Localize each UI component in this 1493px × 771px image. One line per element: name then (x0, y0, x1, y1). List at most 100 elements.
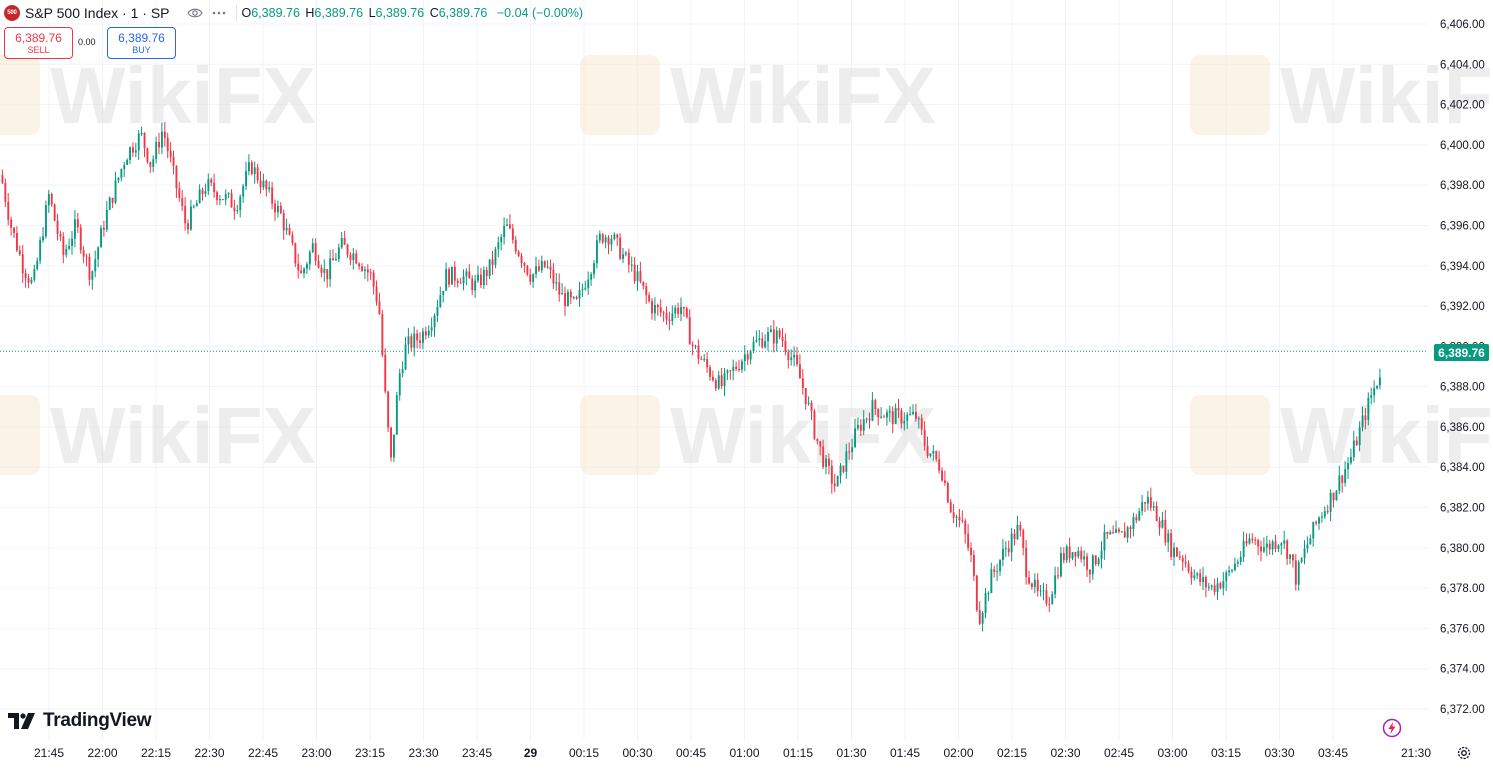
candle-body (1352, 440, 1355, 458)
candle-body (1036, 579, 1039, 591)
candle-body (1164, 519, 1167, 543)
candle-body (242, 186, 245, 197)
candle-body (758, 338, 761, 341)
tradingview-logo[interactable]: TradingView (8, 710, 152, 732)
candle-body (1254, 539, 1257, 541)
candle-body (1181, 557, 1184, 562)
x-tick-label: 23:45 (462, 746, 492, 760)
y-tick-label: 6,394.00 (1440, 261, 1485, 273)
candle-body (152, 159, 155, 167)
candle-body (546, 266, 549, 268)
candle-body (343, 238, 346, 245)
candle-body (735, 366, 738, 369)
candle-body (253, 167, 256, 175)
candle-body (161, 131, 163, 148)
candle-body (575, 296, 578, 299)
candle-body (114, 180, 117, 203)
candle-body (1286, 540, 1289, 559)
candle-body (1010, 533, 1013, 553)
x-tick-label: 01:45 (890, 746, 920, 760)
candle-body (245, 171, 247, 187)
candle-body (874, 400, 877, 409)
candle-body (1068, 546, 1071, 559)
candle-body (1373, 388, 1376, 396)
candle-body (1167, 533, 1170, 543)
candle-body (1213, 585, 1216, 592)
candle-body (219, 199, 221, 201)
candle-body (311, 243, 314, 253)
candle-body (262, 180, 265, 188)
candle-body (926, 445, 929, 456)
candle-body (74, 219, 76, 239)
watermark-text: WikiFX (1280, 51, 1493, 140)
candle-body (935, 451, 938, 460)
eye-icon[interactable] (184, 3, 206, 23)
candle-body (665, 313, 668, 320)
candle-body (413, 333, 416, 348)
candle-body (36, 260, 39, 270)
candle-body (941, 470, 943, 481)
candle-body (7, 201, 10, 220)
sell-button[interactable]: 6,389.76 SELL (4, 27, 73, 59)
candle-body (732, 366, 735, 371)
candle-body (256, 167, 259, 181)
symbol-legend: 500 S&P 500 Index · 1 · SP O6,389.76 H6,… (4, 3, 583, 23)
x-tick-label: 23:15 (355, 746, 385, 760)
candle-body (784, 340, 787, 352)
candle-body (329, 258, 332, 280)
candle-body (1361, 415, 1364, 428)
time-axis[interactable]: 21:45 22:00 22:15 22:30 22:45 23:00 23:15 23:30… (34, 746, 1431, 760)
candle-body (1028, 577, 1030, 584)
candle-body (894, 408, 897, 425)
candle-body (1071, 552, 1074, 559)
candle-body (529, 274, 532, 282)
candle-body (33, 269, 36, 280)
candle-body (891, 411, 894, 425)
candle-body (938, 459, 941, 471)
gear-icon[interactable] (1456, 745, 1472, 761)
candle-body (712, 376, 714, 381)
candle-body (1074, 552, 1077, 557)
candle-body (387, 391, 390, 428)
candle-body (1274, 541, 1277, 549)
y-tick-label: 6,406.00 (1440, 19, 1485, 31)
candle-body (584, 288, 587, 290)
candle-body (636, 271, 639, 282)
candle-body (929, 453, 932, 456)
candle-body (259, 180, 262, 188)
candle-body (949, 502, 952, 513)
candle-body (1228, 570, 1231, 573)
candle-body (1263, 547, 1265, 552)
candle-body (1176, 547, 1178, 557)
candle-body (169, 151, 172, 157)
flash-icon[interactable] (1382, 718, 1402, 738)
candle-body (126, 159, 129, 165)
watermark-logo (1190, 395, 1270, 475)
x-tick-label: 29 (524, 746, 538, 760)
more-dots-icon[interactable] (208, 3, 230, 23)
candle-body (578, 290, 581, 299)
candle-body (749, 351, 752, 360)
candle-body (1216, 583, 1219, 592)
candle-body (1019, 524, 1022, 531)
candle-body (1109, 532, 1112, 535)
candle-body (1280, 543, 1283, 546)
candle-body (198, 189, 201, 204)
buy-button[interactable]: 6,389.76 BUY (107, 27, 176, 59)
candle-body (1364, 415, 1367, 421)
x-tick-label: 00:45 (676, 746, 706, 760)
symbol-title[interactable]: S&P 500 Index · 1 · SP (25, 5, 170, 21)
candle-body (1234, 563, 1236, 571)
candle-body (854, 428, 856, 448)
candle-body (917, 418, 920, 420)
candle-body (610, 238, 613, 245)
candle-body (944, 480, 946, 483)
x-tick-label: 22:30 (194, 746, 224, 760)
candle-body (857, 424, 859, 429)
candle-body (1115, 529, 1117, 533)
candle-body (300, 270, 303, 274)
candle-body (596, 240, 598, 264)
candle-body (236, 210, 239, 212)
